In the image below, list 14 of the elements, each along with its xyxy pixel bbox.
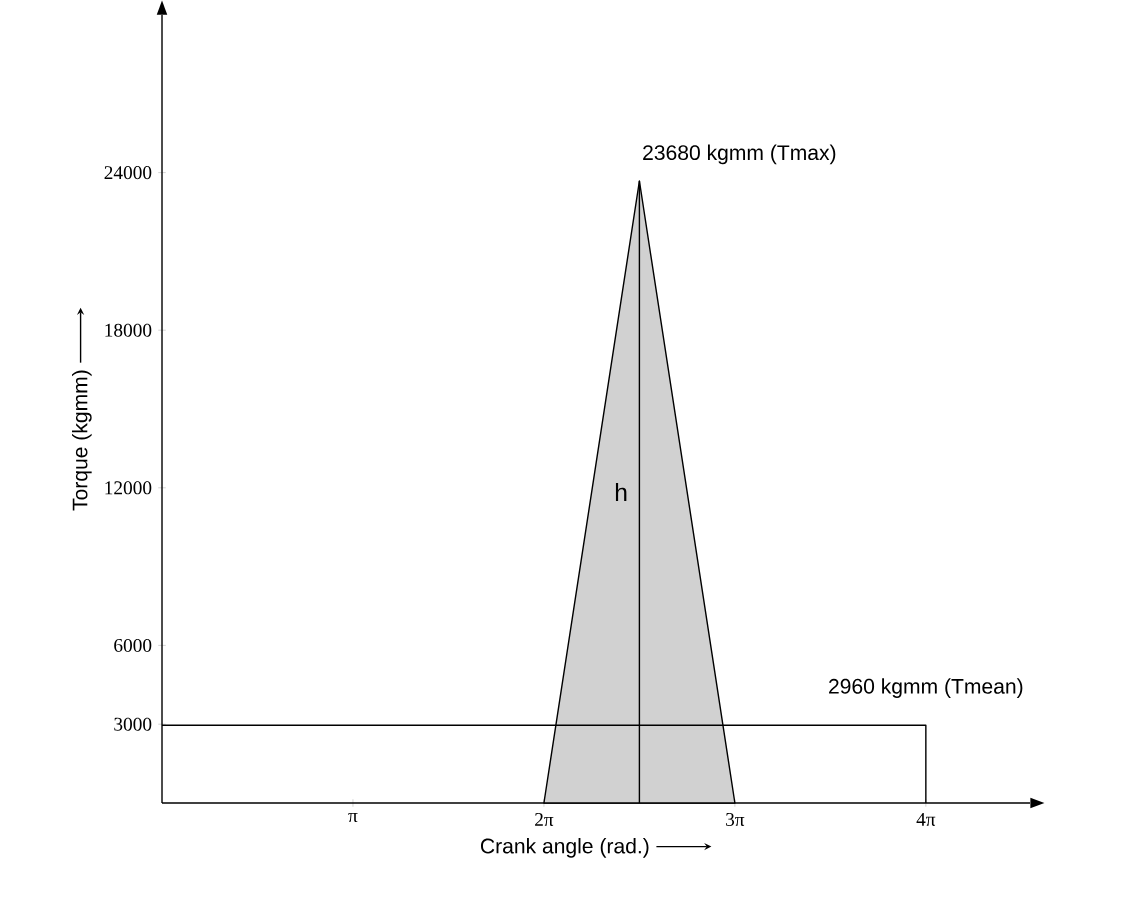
y-tick-label: 18000 bbox=[105, 323, 152, 337]
y-tick-label: 12000 bbox=[105, 481, 152, 495]
y-axis-title: Torque (kgmm) bbox=[72, 370, 92, 511]
x-tick-label: π bbox=[348, 812, 358, 823]
series-label: h bbox=[615, 483, 627, 501]
x-tick-label: 4π bbox=[916, 812, 936, 826]
x-axis-title: Crank angle (rad.) bbox=[480, 838, 649, 858]
annotation: 23680 kgmm (Tmax) bbox=[643, 144, 836, 165]
y-tick-label: 24000 bbox=[104, 166, 152, 180]
y-tick-label: 3000 bbox=[114, 717, 152, 731]
x-tick-label: 3π bbox=[726, 812, 745, 826]
y-tick-label: 6000 bbox=[114, 638, 152, 652]
annotation: 2960 kgmm (Tmean) bbox=[829, 678, 1023, 698]
x-tick-label: 2π bbox=[535, 812, 554, 826]
